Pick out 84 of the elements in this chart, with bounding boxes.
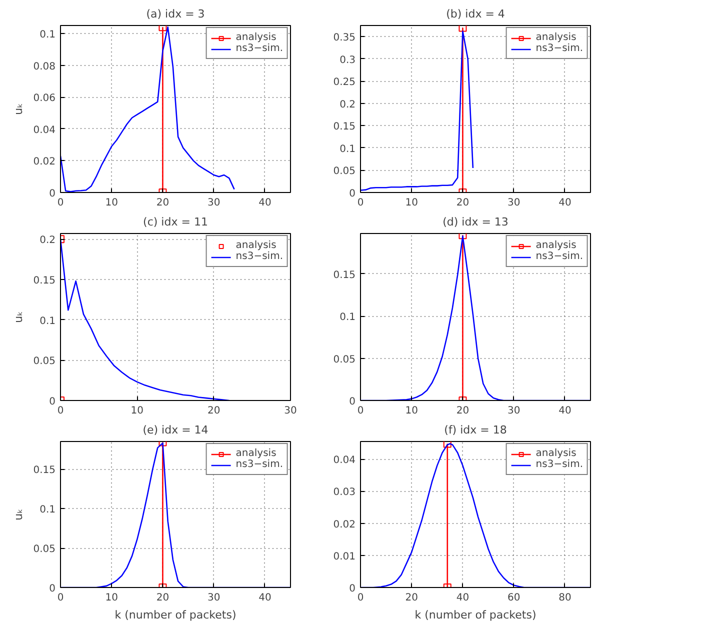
y-axis-title: uₖ (12, 508, 26, 520)
x-tick-label: 30 (207, 592, 220, 604)
x-tick-label: 0 (357, 198, 364, 208)
y-axis-title: uₖ (12, 103, 26, 115)
x-tick-label: 10 (405, 198, 418, 208)
y-tick-label: 0.1 (40, 504, 56, 516)
y-tick-label: 0.3 (340, 54, 356, 66)
y-tick-label: 0.1 (340, 144, 356, 155)
x-tick-label: 30 (207, 198, 220, 208)
x-tick-label: 30 (507, 198, 520, 208)
chart-title: (c) idx = 11 (143, 216, 208, 228)
y-tick-label: 0.15 (333, 270, 356, 281)
x-tick-label: 40 (558, 406, 572, 416)
y-tick-label: 0.15 (33, 275, 56, 286)
x-tick-label: 40 (258, 592, 272, 604)
x-tick-label: 0 (57, 406, 64, 416)
x-tick-label: 20 (207, 406, 220, 416)
y-tick-label: 0.08 (33, 61, 56, 72)
x-tick-label: 0 (357, 592, 364, 604)
chart-title: (a) idx = 3 (146, 8, 205, 20)
y-tick-label: 0.1 (40, 316, 56, 327)
y-tick-label: 0.35 (333, 32, 356, 44)
legend-label: ns3−sim. (536, 459, 583, 470)
y-tick-label: 0.2 (40, 235, 56, 246)
y-axis-title: uₖ (12, 311, 26, 323)
x-tick-label: 10 (105, 198, 118, 208)
y-tick-label: 0.06 (33, 93, 56, 104)
x-tick-label: 40 (456, 592, 470, 604)
y-tick-label: 0.01 (333, 551, 356, 562)
chart-title: (e) idx = 14 (142, 424, 208, 436)
y-tick-label: 0 (49, 396, 56, 408)
legend-label: ns3−sim. (236, 251, 283, 262)
y-tick-label: 0.15 (33, 465, 56, 476)
legend-label: analysis (236, 32, 276, 43)
legend-label: analysis (536, 240, 576, 251)
x-tick-label: 10 (405, 406, 418, 416)
y-tick-label: 0 (349, 188, 356, 200)
x-tick-label: 20 (156, 592, 170, 604)
y-tick-label: 0 (49, 188, 56, 200)
x-axis-title: k (number of packets) (114, 608, 236, 622)
y-tick-label: 0.02 (33, 156, 56, 168)
y-tick-label: 0.1 (340, 312, 356, 324)
y-tick-label: 0.02 (333, 519, 356, 530)
x-tick-label: 60 (507, 592, 520, 604)
x-tick-label: 40 (258, 198, 272, 208)
y-tick-label: 0.05 (333, 166, 356, 178)
y-tick-label: 0 (349, 396, 356, 408)
x-tick-label: 10 (130, 406, 144, 416)
x-tick-label: 0 (57, 198, 64, 208)
y-tick-label: 0.03 (333, 487, 356, 498)
y-tick-label: 0.05 (33, 356, 56, 368)
chart-title: (d) idx = 13 (442, 216, 508, 228)
x-axis-title: k (number of packets) (414, 608, 536, 622)
x-tick-label: 20 (156, 198, 170, 208)
legend-label: analysis (536, 32, 576, 43)
x-tick-label: 80 (558, 592, 572, 604)
legend-label: ns3−sim. (536, 43, 583, 54)
legend-label: ns3−sim. (236, 459, 283, 470)
x-tick-label: 10 (105, 592, 118, 604)
y-tick-label: 0.05 (333, 354, 356, 366)
legend-label: analysis (236, 240, 276, 251)
x-tick-label: 0 (357, 406, 364, 416)
y-tick-label: 0.04 (333, 455, 356, 466)
legend-label: analysis (536, 448, 576, 459)
x-tick-label: 20 (405, 592, 418, 604)
legend-label: ns3−sim. (536, 251, 583, 262)
x-tick-label: 0 (57, 592, 64, 604)
y-tick-label: 0.04 (33, 124, 56, 136)
y-tick-label: 0.15 (333, 122, 356, 133)
x-tick-label: 30 (284, 406, 297, 416)
y-tick-label: 0.05 (33, 544, 56, 556)
y-tick-label: 0.25 (333, 77, 356, 88)
y-tick-label: 0 (349, 584, 356, 594)
chart-title: (f) idx = 18 (444, 424, 507, 436)
y-tick-label: 0 (49, 584, 56, 594)
x-tick-label: 30 (507, 406, 520, 416)
x-tick-label: 20 (456, 198, 470, 208)
x-tick-label: 40 (558, 198, 572, 208)
legend-label: ns3−sim. (236, 43, 283, 54)
y-tick-label: 0.1 (40, 29, 56, 40)
chart-title: (b) idx = 4 (446, 8, 505, 20)
legend-label: analysis (236, 448, 276, 459)
y-tick-label: 0.2 (340, 99, 356, 110)
x-tick-label: 20 (456, 406, 470, 416)
